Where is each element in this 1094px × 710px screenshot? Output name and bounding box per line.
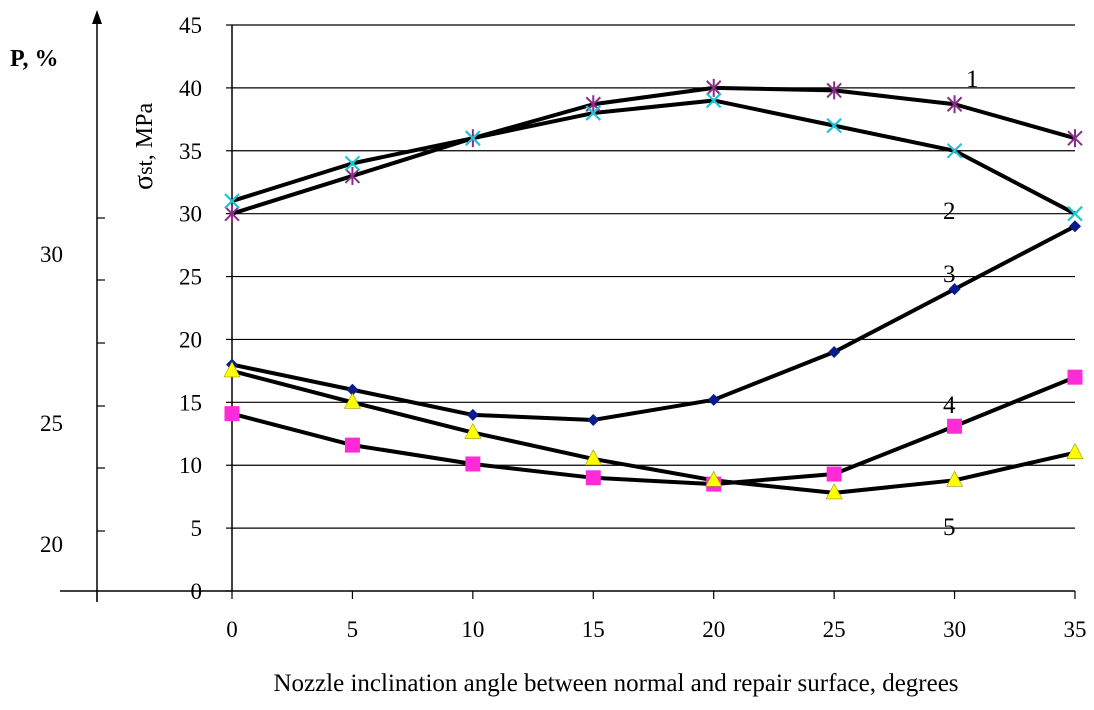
data-point-series-4: [224, 406, 240, 422]
secondary-y-axis-title: P, %: [10, 46, 58, 72]
data-point-series-2: [705, 92, 722, 109]
x-tick-label: 30: [943, 617, 966, 642]
data-point-series-3: [948, 283, 961, 296]
data-point-series-1: [826, 81, 842, 100]
data-point-series-5: [584, 449, 602, 466]
curve-label-5: 5: [943, 514, 956, 541]
y-tick-label: 10: [179, 453, 202, 478]
data-point-series-5: [464, 422, 482, 439]
y-tick-label: 5: [191, 516, 203, 541]
x-tick-label: 35: [1064, 617, 1087, 642]
curve-label-4: 4: [943, 392, 956, 419]
y-tick-label: 30: [179, 202, 202, 227]
data-point-series-2: [465, 130, 481, 146]
data-point-series-2: [344, 155, 361, 172]
curve-label-3: 3: [943, 261, 956, 288]
series-line-3: [231, 224, 1076, 422]
data-point-series-2: [946, 142, 963, 159]
grid-lines: [232, 24, 1075, 529]
y-tick-label: 25: [179, 265, 202, 290]
data-point-series-2: [826, 117, 842, 134]
x-tick-label: 15: [582, 617, 605, 642]
data-point-series-4: [1067, 369, 1083, 385]
curve-labels: 1 2 3 4 5: [943, 66, 979, 541]
data-point-series-1: [344, 166, 361, 185]
data-point-series-4: [465, 456, 481, 472]
x-axis-title: Nozzle inclination angle between normal …: [273, 670, 958, 697]
data-point-series-3: [707, 393, 720, 406]
series-lines: [231, 85, 1076, 495]
data-point-series-1: [224, 204, 240, 223]
data-point-series-4: [826, 466, 842, 482]
data-point-series-2: [1067, 205, 1083, 222]
data-point-series-5: [1066, 443, 1084, 459]
secondary-y-tick-label: 25: [40, 411, 63, 436]
y-axis-title-symbol: σ: [128, 175, 159, 190]
series-line-1: [231, 85, 1076, 216]
series-line-4: [231, 375, 1076, 487]
data-point-series-4: [947, 418, 963, 434]
series-line-2: [231, 98, 1076, 216]
curve-label-2: 2: [943, 198, 956, 225]
data-point-series-2: [224, 193, 240, 209]
series-markers: [223, 78, 1084, 500]
secondary-y-axis-arrow: [92, 10, 102, 24]
secondary-y-tick-label: 30: [40, 242, 63, 267]
x-tick-label: 0: [226, 617, 238, 642]
data-point-series-3: [587, 413, 600, 426]
y-tick-label: 45: [179, 13, 202, 38]
y-axis-title: σst, MPa: [128, 103, 159, 190]
x-tick-label: 20: [702, 617, 725, 642]
secondary-y-tick-label: 20: [40, 532, 63, 557]
data-point-series-5: [343, 392, 361, 409]
y-tick-label: 20: [179, 327, 202, 352]
data-point-series-5: [825, 483, 843, 500]
series-line-5: [231, 368, 1076, 495]
data-point-series-5: [946, 470, 964, 487]
y-tick-label: 35: [179, 139, 202, 164]
data-point-series-1: [706, 78, 722, 97]
data-point-series-4: [585, 470, 601, 486]
data-point-series-1: [946, 95, 963, 114]
data-point-series-1: [1067, 129, 1083, 148]
data-point-series-3: [828, 346, 841, 359]
y-axis-title-unit: , MPa: [132, 103, 158, 161]
data-point-series-3: [466, 408, 479, 421]
data-point-series-4: [344, 437, 360, 453]
x-tick-label: 10: [461, 617, 484, 642]
data-point-series-3: [1069, 220, 1081, 233]
data-point-series-5: [705, 470, 723, 487]
curve-label-1: 1: [966, 66, 979, 93]
data-point-series-5: [223, 361, 241, 378]
y-axis-title-subscript: st: [132, 160, 157, 175]
data-point-series-3: [346, 383, 359, 396]
x-tick-label: 25: [823, 617, 846, 642]
y-tick-label: 40: [179, 76, 202, 101]
x-tick-label: 5: [347, 617, 359, 642]
y-tick-label: 15: [179, 390, 202, 415]
data-point-series-2: [585, 105, 602, 121]
y-tick-label: 0: [191, 579, 203, 604]
